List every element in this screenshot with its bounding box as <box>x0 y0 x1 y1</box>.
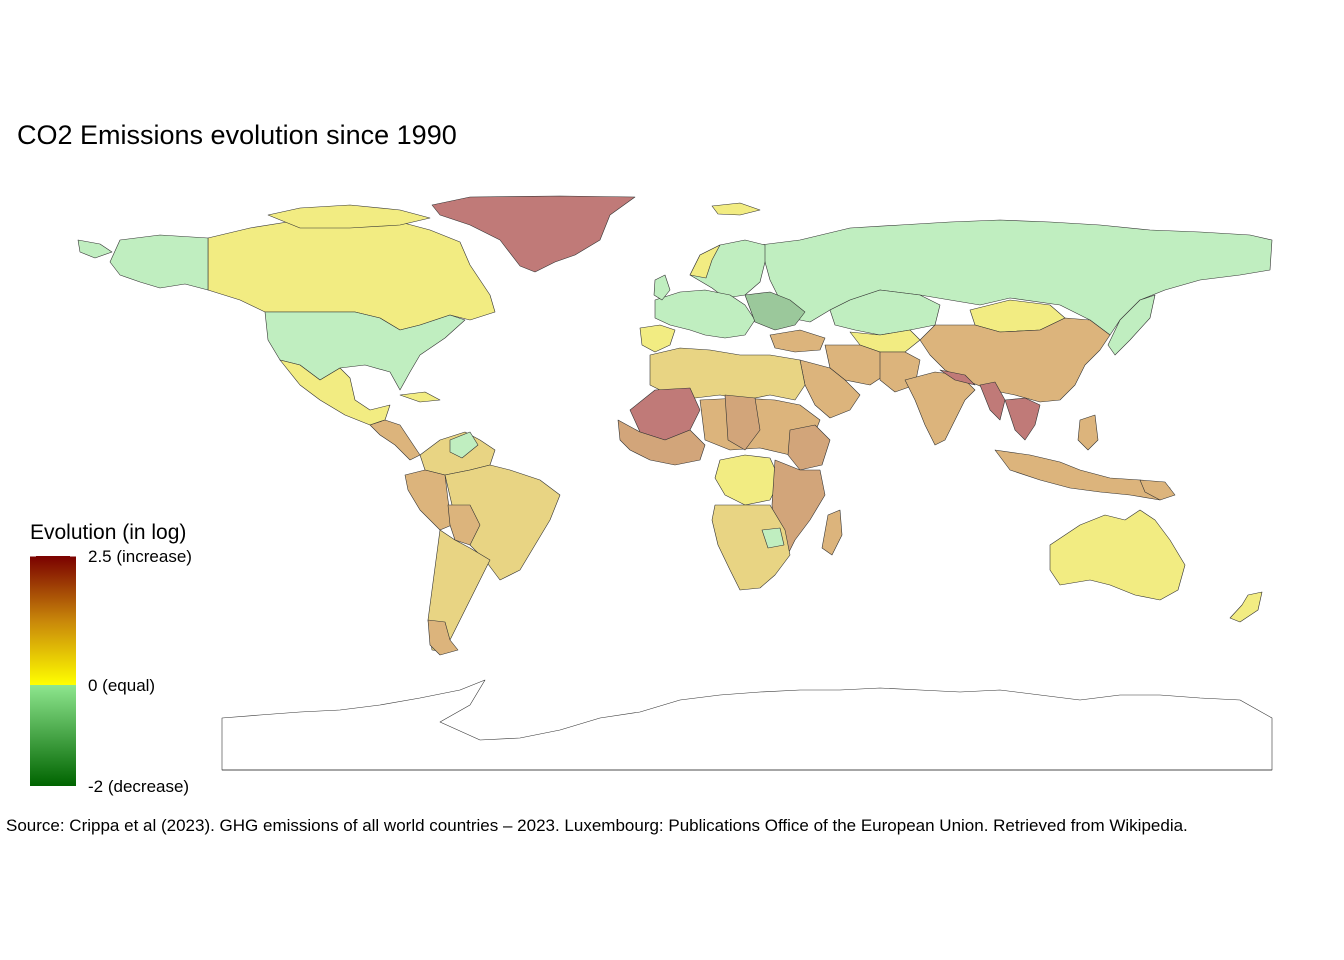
region-australia[interactable] <box>1049 509 1186 601</box>
region-turkey[interactable] <box>769 329 826 353</box>
region-zimbabwe[interactable] <box>761 527 785 549</box>
region-eastern-europe[interactable] <box>744 291 806 331</box>
region-uk[interactable] <box>653 274 671 301</box>
region-venezuela[interactable] <box>449 431 479 459</box>
region-alaska-west[interactable] <box>77 239 113 259</box>
region-western-europe[interactable] <box>654 289 756 339</box>
legend-label-mid: 0 (equal) <box>88 676 156 695</box>
region-west-africa[interactable] <box>617 419 706 466</box>
region-cuba[interactable] <box>399 391 441 403</box>
region-ethiopia[interactable] <box>787 424 831 471</box>
region-chad-sudan[interactable] <box>724 394 761 451</box>
page-title: CO2 Emissions evolution since 1990 <box>17 120 457 150</box>
region-canada-islands[interactable] <box>267 204 431 229</box>
region-bolivia[interactable] <box>447 504 481 546</box>
region-korea-japan[interactable] <box>1107 294 1156 356</box>
legend-bar-increase <box>30 556 76 685</box>
region-southern-africa[interactable] <box>711 504 791 591</box>
region-svalbard[interactable] <box>711 202 761 216</box>
legend-title: Evolution (in log) <box>30 521 187 544</box>
region-myanmar[interactable] <box>979 381 1006 421</box>
region-arabia[interactable] <box>799 359 861 419</box>
legend-label-max: 2.5 (increase) <box>88 547 192 566</box>
region-new-zealand[interactable] <box>1229 591 1263 623</box>
region-drc[interactable] <box>714 454 781 506</box>
region-philippines[interactable] <box>1077 414 1099 451</box>
region-alaska[interactable] <box>109 234 209 291</box>
region-iberia[interactable] <box>639 324 676 353</box>
region-norway[interactable] <box>689 244 721 279</box>
region-mexico[interactable] <box>279 359 391 426</box>
legend-label-min: -2 (decrease) <box>88 777 190 796</box>
region-png[interactable] <box>1139 479 1176 501</box>
source-caption: Source: Crippa et al (2023). GHG emissio… <box>6 816 1188 835</box>
region-patagonia[interactable] <box>427 619 459 656</box>
region-madagascar[interactable] <box>821 509 843 556</box>
region-antarctica <box>221 679 1273 771</box>
region-greenland[interactable] <box>431 195 636 273</box>
region-nepal[interactable] <box>939 369 976 386</box>
region-indochina[interactable] <box>1004 397 1041 441</box>
legend-bar-decrease <box>30 685 76 786</box>
region-argentina-chile[interactable] <box>427 529 491 653</box>
